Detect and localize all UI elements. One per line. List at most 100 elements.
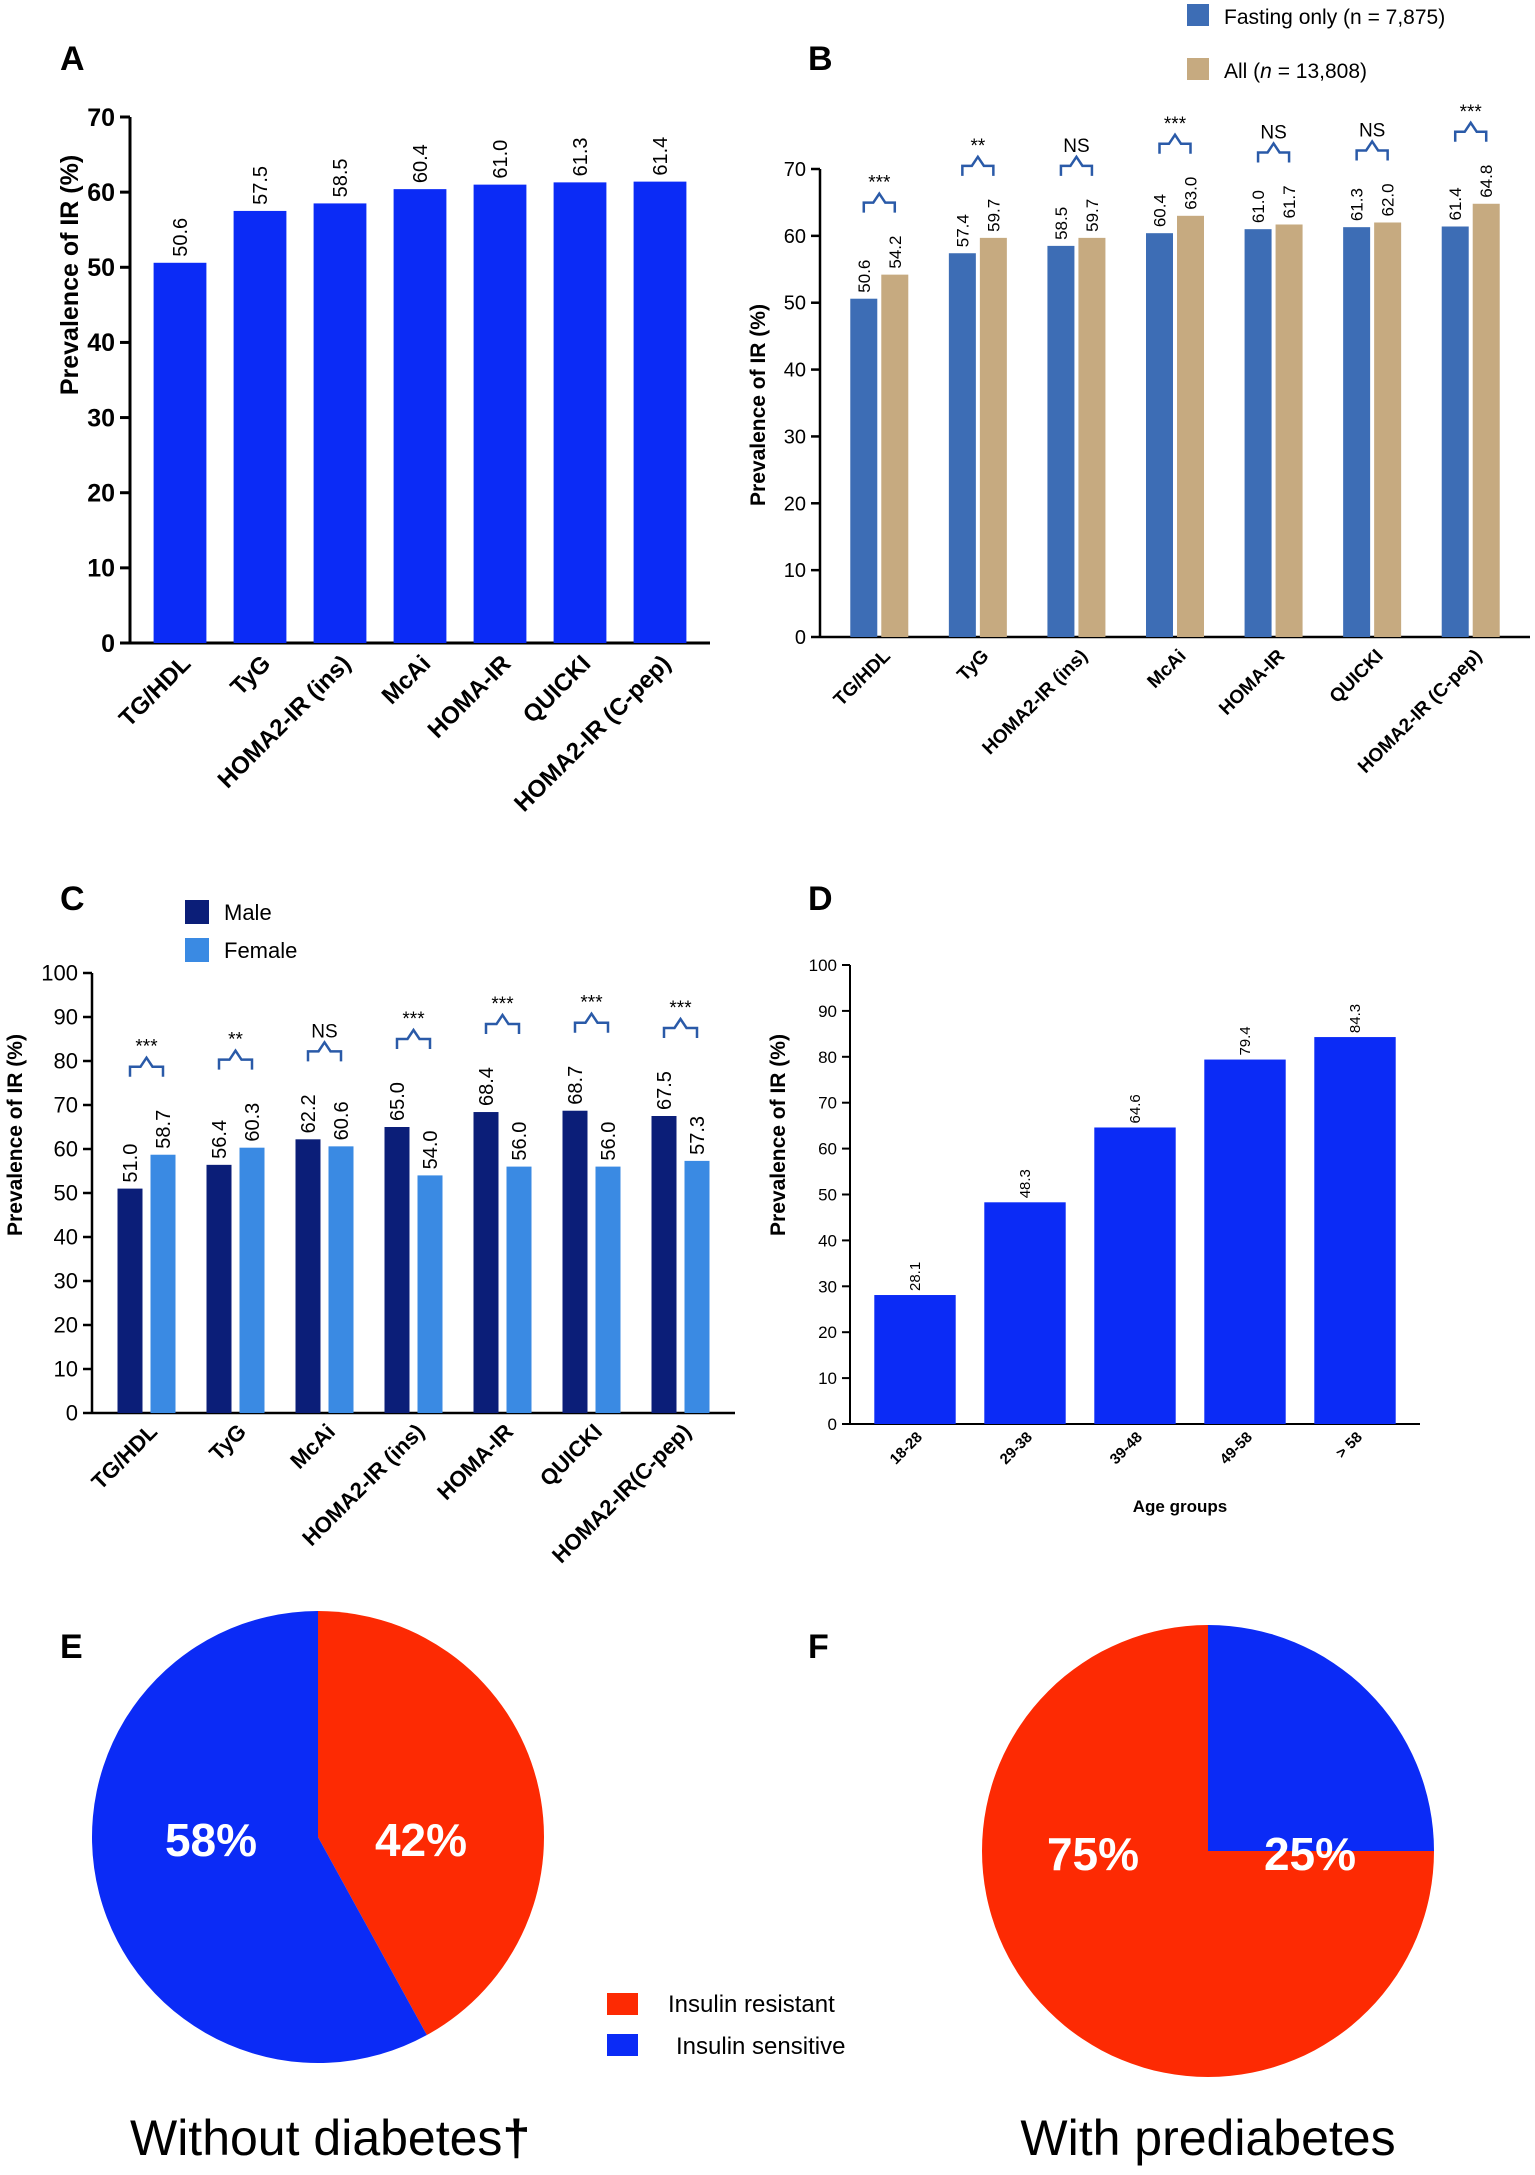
bar-panel-d: [1204, 1059, 1286, 1424]
bar-panel-c: [239, 1147, 265, 1413]
y-tick-label: 70: [818, 1094, 837, 1113]
panel-b-legend: Fasting only (n = 7,875) All (n = 13,808…: [1187, 4, 1445, 83]
legend-label-female: Female: [224, 938, 297, 963]
legend-all-text: All (: [1224, 60, 1260, 83]
bar-panel-a: [553, 182, 607, 644]
bar-value-label: 58.5: [1052, 207, 1071, 240]
bar-panel-b: [1244, 229, 1272, 637]
legend-label-sensitive: Insulin sensitive: [676, 2033, 845, 2060]
bar-panel-c: [117, 1188, 143, 1413]
bar-value-label: 61.0: [490, 140, 512, 179]
bar-panel-a: [633, 181, 687, 643]
x-category-label: 29-38: [997, 1429, 1036, 1468]
panel-a-label: A: [60, 40, 85, 78]
bar-value-label: 54.0: [420, 1130, 442, 1169]
bar-panel-c: [206, 1164, 232, 1413]
legend-swatch-sensitive: [607, 2034, 638, 2056]
bar-panel-a: [313, 203, 367, 643]
bar-panel-c: [150, 1154, 176, 1413]
panel-e: E 42% 58% Without diabetes†: [60, 1611, 544, 2166]
panel-e-title-mark: †: [502, 2110, 530, 2166]
significance-bracket: [306, 1040, 343, 1062]
bar-panel-c: [562, 1110, 588, 1413]
bar-panel-b: [1078, 237, 1106, 637]
y-tick-label: 0: [101, 630, 115, 658]
legend-label-all: All (n = 13,808): [1224, 60, 1367, 83]
bar-panel-d: [1094, 1127, 1176, 1424]
y-tick-label: 10: [818, 1369, 837, 1388]
bar-panel-b: [1343, 227, 1371, 637]
bar-panel-b: [1275, 224, 1303, 637]
bar-value-label: 65.0: [387, 1082, 409, 1121]
bar-value-label: 63.0: [1182, 177, 1201, 210]
legend-label-male: Male: [224, 900, 272, 925]
significance-label: ***: [402, 1009, 425, 1030]
panel-d-xlabel: Age groups: [1133, 1497, 1227, 1516]
significance-label: NS: [1260, 122, 1286, 143]
bar-value-label: 56.4: [209, 1120, 231, 1159]
panel-c: C Male Female 0 10 20 30 40 50 60 70 80 90 100 TG/H…: [4, 880, 735, 1568]
bar-panel-c: [417, 1175, 443, 1413]
panel-d-ylabel: Prevalence of IR (%): [767, 1034, 790, 1236]
x-category-label: TyG: [953, 646, 993, 686]
x-category-label: TG/HDL: [830, 645, 895, 710]
significance-label: **: [228, 1030, 243, 1051]
pie-legend: Insulin resistant Insulin sensitive: [607, 1991, 845, 2060]
pie-slice-label: 42%: [375, 1814, 467, 1866]
panel-f: F 75% 25% With prediabetes: [808, 1625, 1434, 2166]
x-category-label: QUICKI: [1326, 646, 1388, 708]
significance-bracket: [395, 1027, 432, 1049]
y-tick-label: 40: [87, 329, 115, 357]
y-tick-label: 90: [54, 1005, 78, 1030]
significance-bracket: [662, 1016, 699, 1038]
bar-value-label: 61.0: [1249, 190, 1268, 223]
y-tick-label: 50: [784, 293, 806, 315]
y-tick-label: 10: [54, 1357, 78, 1382]
significance-bracket: [217, 1048, 254, 1070]
x-category-label: TyG: [225, 650, 276, 701]
bar-value-label: 60.6: [331, 1101, 353, 1140]
bar-panel-b: [1441, 226, 1469, 638]
bar-panel-b: [1047, 245, 1075, 637]
y-tick-label: 80: [818, 1048, 837, 1067]
x-category-label: McAi: [1144, 646, 1191, 693]
x-category-label: HOMA2-IR (C-pep): [509, 650, 676, 817]
panel-f-title: With prediabetes: [1020, 2110, 1395, 2166]
bar-panel-c: [328, 1146, 354, 1413]
y-tick-label: 50: [87, 254, 115, 282]
bar-value-label: 50.6: [170, 218, 192, 257]
bar-value-label: 57.5: [250, 166, 272, 205]
panel-c-label: C: [60, 880, 85, 918]
x-category-label: McAi: [377, 650, 437, 710]
bar-panel-c: [473, 1112, 499, 1413]
panel-b: B Fasting only (n = 7,875) All (n = 13,8…: [747, 4, 1530, 778]
x-category-label: HOMA-IR: [432, 1419, 518, 1505]
significance-label: NS: [1359, 120, 1385, 141]
panel-c-legend: Male Female: [185, 900, 297, 963]
bar-panel-a: [473, 184, 527, 643]
bar-value-label: 64.6: [1127, 1094, 1144, 1123]
y-tick-label: 100: [809, 956, 837, 975]
bar-value-label: 58.5: [330, 158, 352, 197]
y-tick-label: 10: [784, 560, 806, 582]
pie-slice-label: 75%: [1047, 1828, 1139, 1880]
x-category-label: HOMA2-IR (ins): [979, 646, 1092, 759]
x-category-label: 49-58: [1217, 1429, 1256, 1468]
panel-c-bars: 51.0 58.7 *** 56.4 60.3 ** 62.2 60.6 NS 65.0 54.0 *…: [117, 993, 710, 1413]
bar-panel-b: [979, 237, 1007, 637]
x-category-label: McAi: [285, 1419, 340, 1474]
y-tick-label: 10: [87, 555, 115, 583]
y-tick-label: 30: [784, 426, 806, 448]
y-tick-label: 40: [784, 360, 806, 382]
x-category-label: > 58: [1333, 1429, 1366, 1462]
x-category-label: 39-48: [1107, 1429, 1146, 1468]
bar-value-label: 57.3: [687, 1116, 709, 1155]
bar-value-label: 60.4: [410, 144, 432, 183]
bar-value-label: 58.7: [153, 1110, 175, 1149]
bar-panel-b: [1177, 215, 1204, 638]
bar-panel-a: [393, 189, 447, 643]
bar-value-label: 68.4: [476, 1067, 498, 1106]
bar-value-label: 59.7: [984, 199, 1003, 232]
